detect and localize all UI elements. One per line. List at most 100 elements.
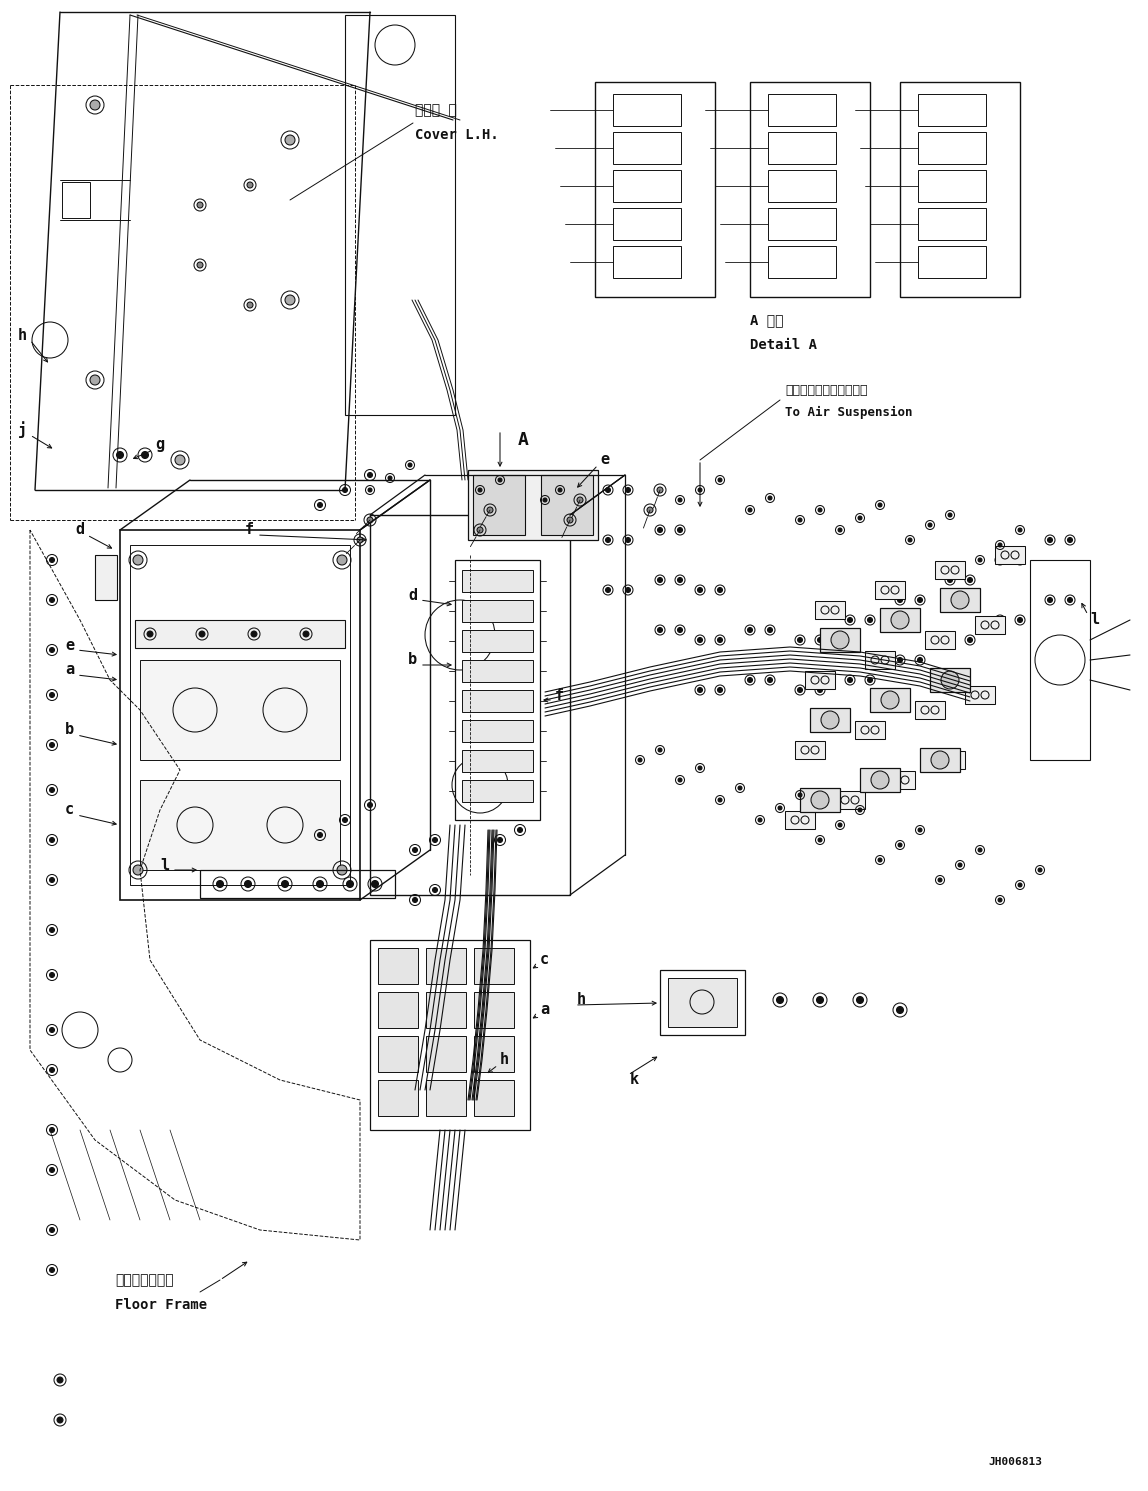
Circle shape [626,488,630,492]
Bar [660,971,745,1035]
Circle shape [957,863,962,866]
Bar [378,1079,418,1115]
Circle shape [49,927,54,932]
Bar [918,170,986,201]
Circle shape [647,507,653,513]
Circle shape [347,881,354,887]
Text: l: l [1089,613,1099,628]
Bar [835,792,864,810]
Circle shape [638,757,642,762]
Circle shape [968,638,972,643]
Bar [473,476,525,535]
Circle shape [49,1167,54,1172]
Text: f: f [554,687,564,702]
Circle shape [285,295,295,306]
Circle shape [856,996,863,1003]
Bar [975,616,1004,634]
Text: h: h [501,1053,509,1068]
Circle shape [342,817,348,823]
Circle shape [626,587,630,592]
Bar [881,608,920,632]
Bar [668,978,737,1027]
Circle shape [318,832,323,838]
Circle shape [367,517,373,523]
Bar [920,748,960,772]
Bar [965,686,995,704]
Circle shape [49,692,54,698]
Circle shape [49,1127,54,1133]
Circle shape [897,1006,903,1014]
Circle shape [718,638,722,643]
Circle shape [978,558,982,562]
Bar [541,476,594,535]
Circle shape [49,647,54,653]
Circle shape [838,528,841,532]
Circle shape [497,838,503,842]
Circle shape [918,828,922,832]
Circle shape [968,577,972,583]
Bar [62,182,90,218]
Circle shape [408,464,412,467]
Bar [934,561,965,579]
Bar [474,1036,514,1072]
Text: j: j [18,422,28,438]
Circle shape [49,787,54,793]
Circle shape [998,617,1002,623]
Circle shape [498,479,502,482]
Circle shape [678,498,682,502]
Circle shape [1038,868,1042,872]
Circle shape [698,488,701,492]
Bar [934,751,965,769]
Circle shape [738,786,742,790]
Circle shape [49,972,54,978]
Circle shape [281,881,288,887]
Text: Floor Frame: Floor Frame [115,1299,207,1312]
Circle shape [338,555,347,565]
Circle shape [831,631,850,649]
Circle shape [1018,528,1022,532]
Circle shape [677,528,683,532]
Circle shape [369,488,372,492]
Text: a: a [65,662,75,677]
Bar [870,687,910,713]
Circle shape [1047,537,1053,543]
Bar [768,209,836,240]
Bar [426,948,466,984]
Circle shape [412,898,418,902]
Bar [918,209,986,240]
Circle shape [342,488,348,492]
Circle shape [518,828,522,832]
Bar [474,992,514,1027]
Circle shape [487,507,492,513]
Text: A: A [518,431,529,449]
Circle shape [798,517,802,522]
Circle shape [941,671,959,689]
Circle shape [677,628,683,632]
Circle shape [605,537,611,543]
Text: フロアフレーム: フロアフレーム [115,1273,173,1287]
Text: c: c [540,953,549,968]
Bar [474,948,514,984]
Bar [200,871,395,898]
Circle shape [917,658,923,662]
Bar [860,768,900,792]
Bar [613,94,681,127]
Bar [915,701,945,719]
Bar [140,780,340,871]
Circle shape [718,687,722,692]
Circle shape [947,638,953,643]
Circle shape [819,508,822,511]
Bar [461,570,533,592]
Circle shape [90,100,100,110]
Bar [130,546,350,886]
Bar [613,133,681,164]
Circle shape [199,631,205,637]
Bar [613,170,681,201]
Circle shape [141,452,148,459]
Circle shape [317,881,324,887]
Bar [768,94,836,127]
Circle shape [626,537,630,543]
Circle shape [677,577,683,583]
Bar [940,587,980,611]
Circle shape [247,182,253,188]
